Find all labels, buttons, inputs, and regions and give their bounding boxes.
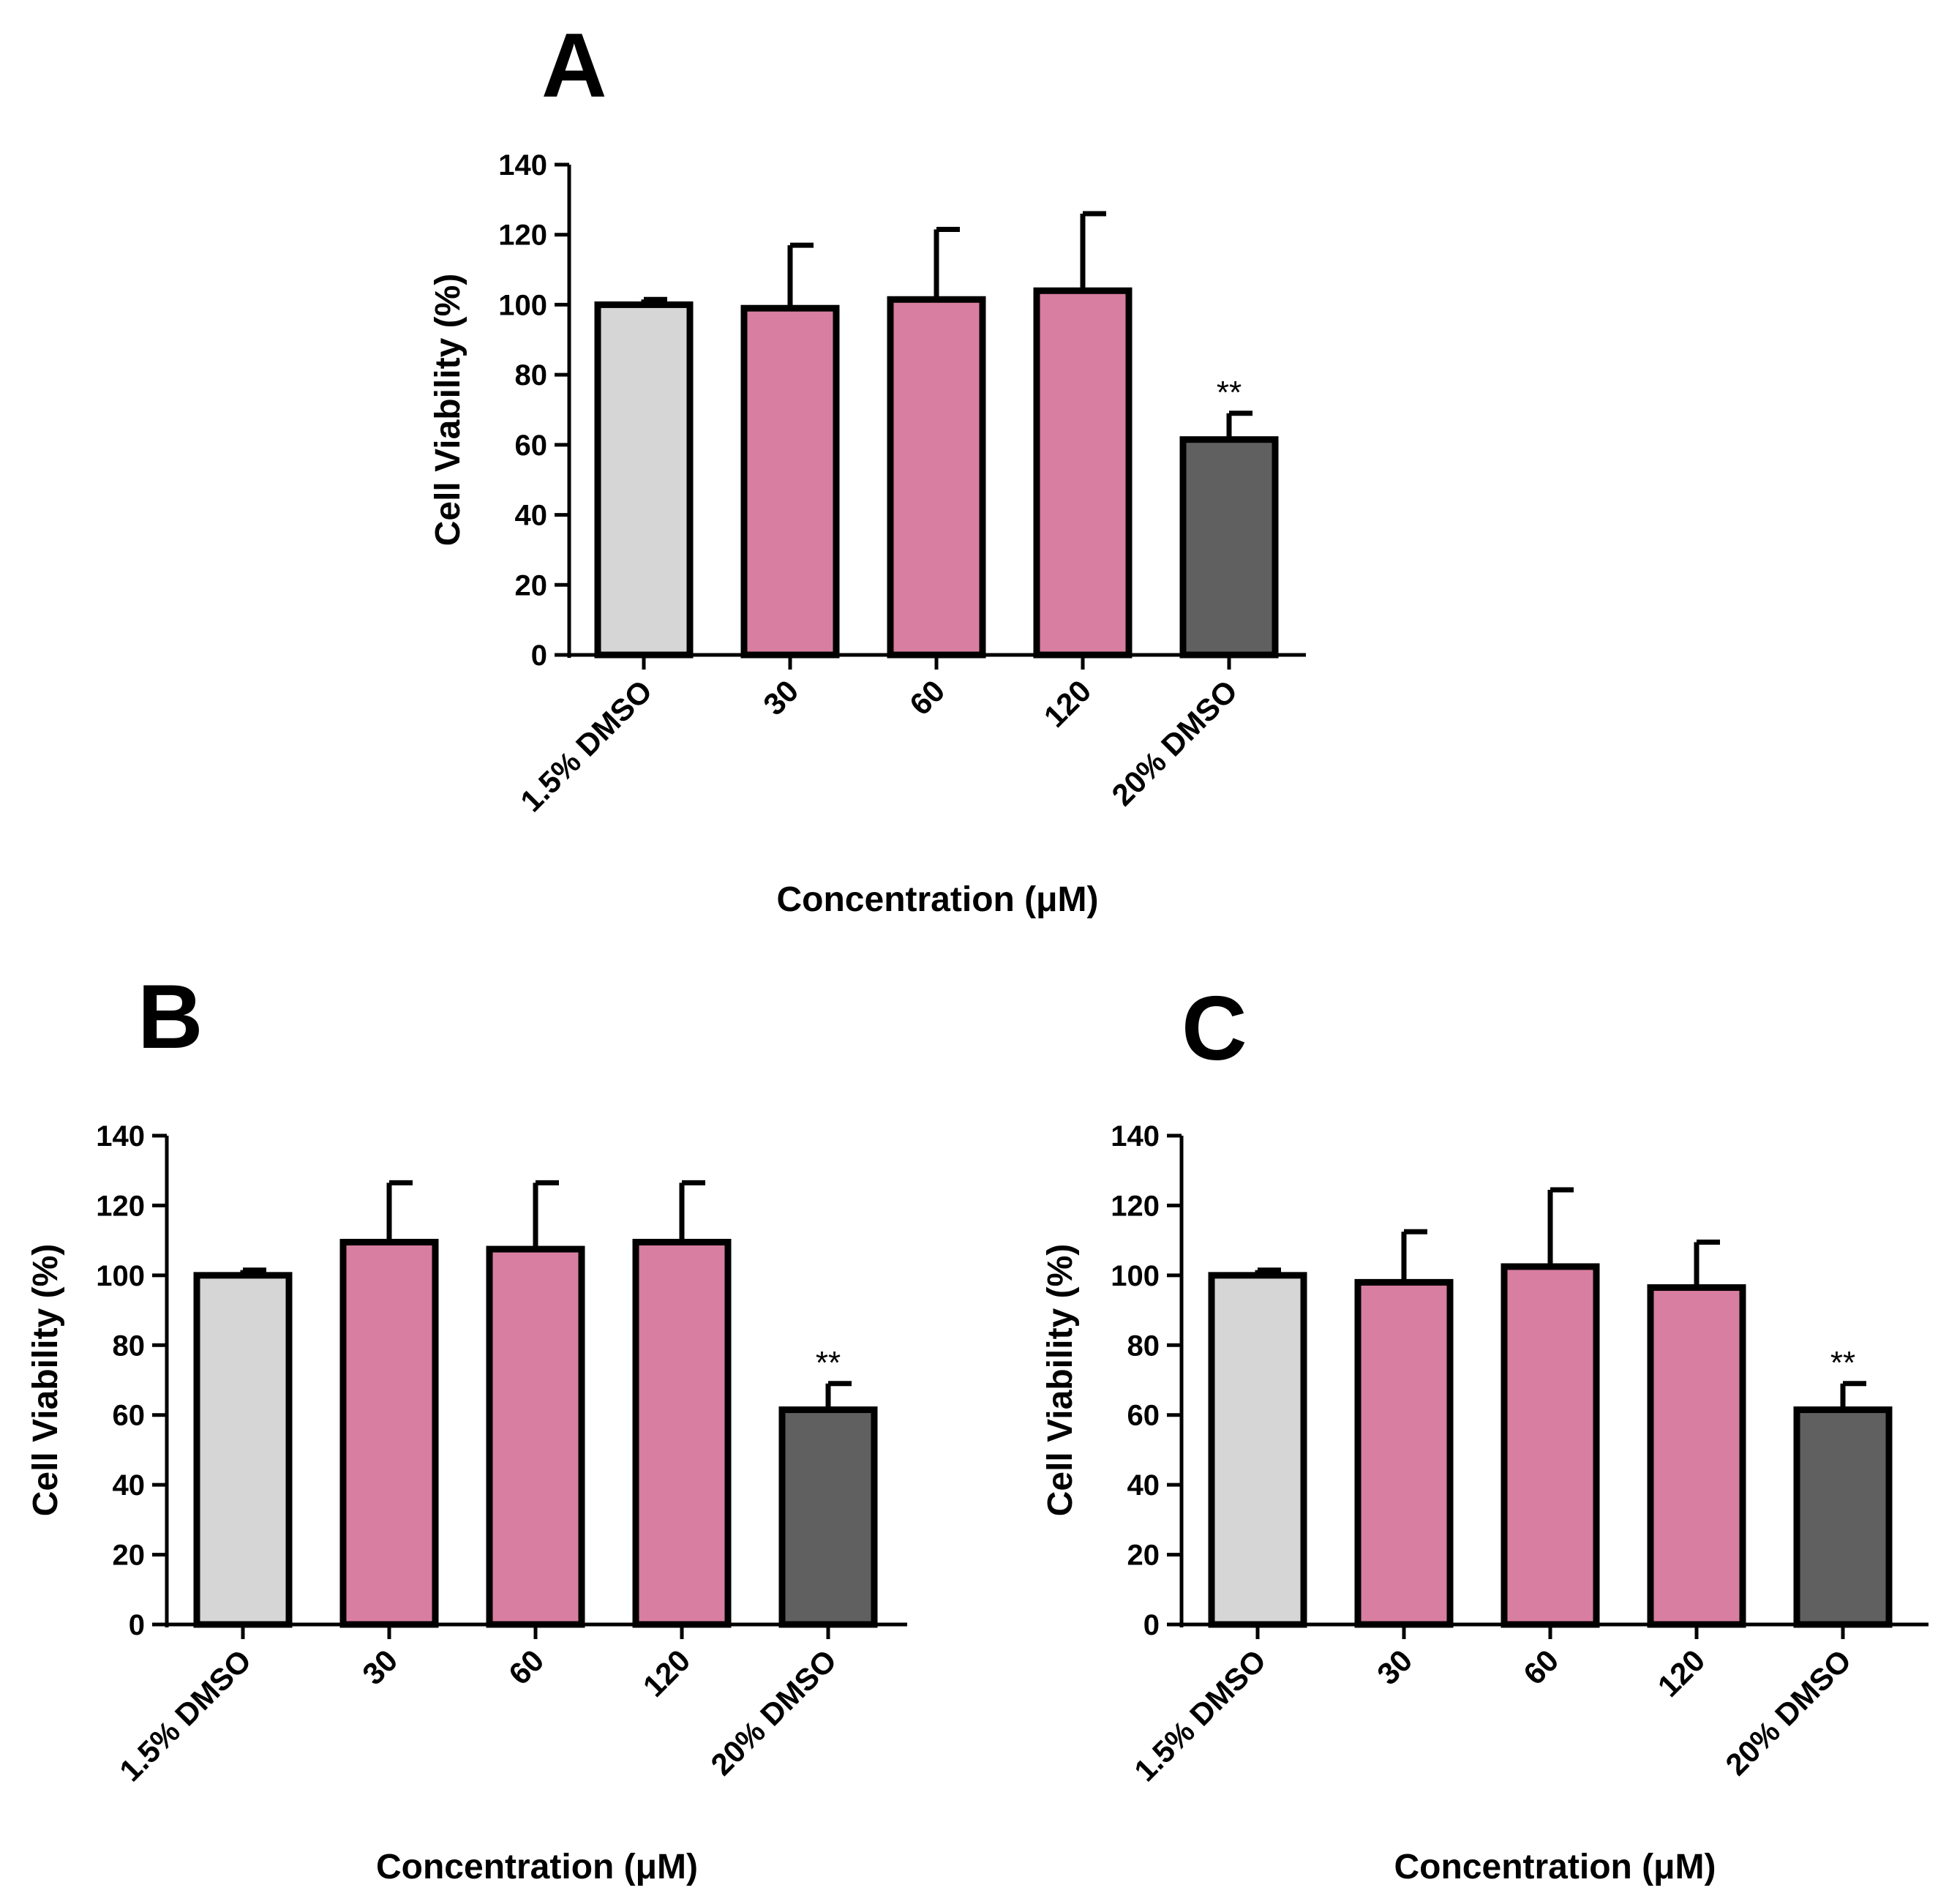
panel-letter: C: [1182, 978, 1247, 1079]
bar-0: [1208, 1272, 1307, 1628]
y-tick-label: 100: [96, 1260, 145, 1292]
y-tick-label: 0: [1143, 1609, 1160, 1641]
x-tick-label: 60: [502, 1643, 550, 1691]
y-tick-label: 80: [1127, 1330, 1160, 1362]
y-tick-label: 60: [1127, 1400, 1160, 1432]
y-axis-title: Cell Viability (%): [1041, 1244, 1080, 1517]
x-tick-label: 120: [1037, 673, 1098, 734]
bar-0: [594, 301, 694, 659]
y-tick-label: 80: [113, 1330, 146, 1362]
y-tick-label: 140: [1111, 1120, 1160, 1152]
x-tick-label: 120: [1651, 1643, 1712, 1704]
y-tick-label: 140: [498, 149, 547, 181]
y-tick-label: 40: [1127, 1469, 1160, 1502]
y-tick-label: 120: [1111, 1190, 1160, 1222]
y-tick-label: 20: [1127, 1540, 1160, 1572]
x-tick-label: 1.5% DMSO: [1127, 1643, 1272, 1788]
x-tick-label: 20% DMSO: [704, 1643, 843, 1782]
y-tick-label: 40: [113, 1469, 146, 1502]
bar-4: [778, 1406, 878, 1628]
y-tick-label: 120: [96, 1190, 145, 1222]
x-tick-label: 60: [1517, 1643, 1565, 1691]
y-tick-label: 80: [515, 359, 548, 391]
bar-4: [1793, 1406, 1893, 1628]
panel-letter: B: [138, 967, 203, 1068]
y-tick-label: 100: [1111, 1260, 1160, 1292]
y-tick-label: 0: [129, 1609, 145, 1641]
x-tick-label: 20% DMSO: [1105, 673, 1244, 812]
y-tick-label: 20: [113, 1540, 146, 1572]
x-tick-label: 1.5% DMSO: [514, 673, 658, 818]
y-tick-label: 40: [515, 500, 548, 532]
x-tick-label: 20% DMSO: [1719, 1643, 1858, 1782]
x-axis-title: Concentration (μM): [1394, 1848, 1716, 1886]
bar-2: [486, 1245, 585, 1628]
x-tick-label: 30: [756, 673, 805, 722]
y-tick-label: 60: [113, 1400, 146, 1432]
bar-3: [632, 1239, 732, 1628]
x-axis-title: Concentration (μM): [777, 880, 1099, 919]
bar-4: [1179, 436, 1279, 659]
x-axis-title: Concentration (μM): [376, 1848, 698, 1886]
y-axis-title: Cell Viability (%): [26, 1244, 65, 1517]
bar-2: [887, 296, 986, 659]
x-tick-label: 60: [903, 673, 951, 722]
x-tick-label: 120: [636, 1643, 697, 1704]
y-tick-label: 100: [498, 289, 547, 321]
y-tick-label: 120: [498, 220, 547, 252]
bar-3: [1647, 1284, 1746, 1628]
y-tick-label: 0: [531, 640, 547, 672]
bar-0: [193, 1272, 293, 1628]
bar-1: [740, 304, 840, 659]
y-axis-title: Cell Viability (%): [429, 274, 467, 547]
x-tick-label: 1.5% DMSO: [113, 1643, 258, 1788]
significance-mark: **: [1830, 1345, 1855, 1381]
bar-1: [339, 1239, 439, 1628]
x-tick-label: 30: [1370, 1643, 1419, 1691]
y-tick-label: 140: [96, 1120, 145, 1152]
y-tick-label: 20: [515, 569, 548, 601]
bar-3: [1033, 287, 1133, 659]
significance-mark: **: [816, 1345, 841, 1381]
panel-letter: A: [541, 15, 607, 116]
bar-1: [1354, 1278, 1454, 1628]
significance-mark: **: [1217, 375, 1242, 411]
x-tick-label: 30: [356, 1643, 404, 1691]
bar-2: [1501, 1263, 1600, 1628]
y-tick-label: 60: [515, 430, 548, 462]
